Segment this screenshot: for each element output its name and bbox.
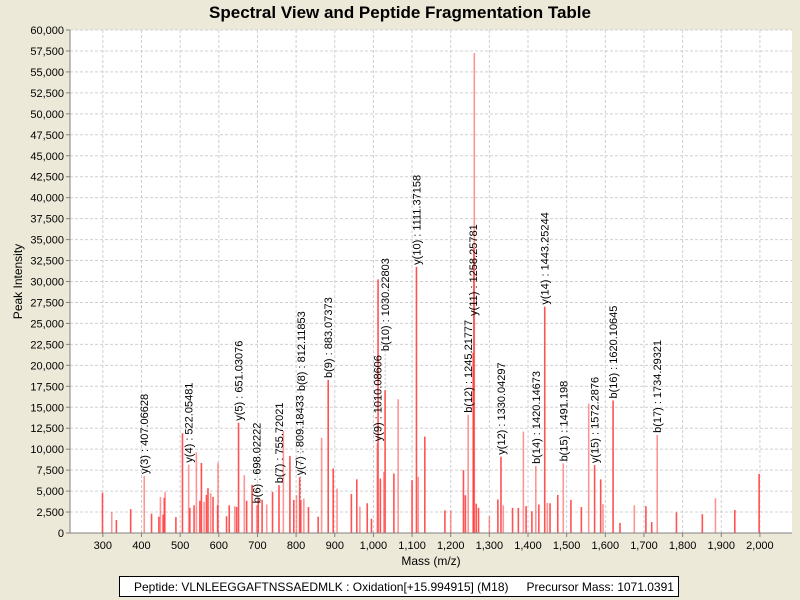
y-tick-label: 15,000 <box>30 402 64 414</box>
x-tick-label: 1,400 <box>514 540 542 552</box>
peak-annotation: y(9) : 1010.08606 <box>372 355 384 441</box>
y-tick-label: 52,500 <box>30 88 64 100</box>
y-tick-label: 20,000 <box>30 360 64 372</box>
y-tick-label: 5,000 <box>36 486 64 498</box>
y-axis-label: Peak Intensity <box>11 244 25 319</box>
x-tick-label: 1,000 <box>360 540 388 552</box>
peak-annotation: y(12) : 1330.04297 <box>496 362 508 454</box>
x-tick-label: 600 <box>210 540 228 552</box>
peak-annotation: b(7) : 755.72021 <box>274 402 286 483</box>
peak-annotation: y(10) : 1111.37158 <box>411 175 423 265</box>
peak-annotation: b(12) : 1245.21777 <box>463 320 475 413</box>
x-axis-label: Mass (m/z) <box>401 554 460 568</box>
y-tick-label: 25,000 <box>30 318 64 330</box>
y-tick-label: 0 <box>58 528 64 540</box>
peak-annotation: b(15) : 1491.198 <box>558 381 570 462</box>
peak-annotation: b(6) : 698.02222 <box>252 423 264 504</box>
peak-annotation: y(5) : 651.03076 <box>234 341 246 421</box>
x-tick-label: 300 <box>94 540 112 552</box>
precursor-mass-label: Precursor Mass: 1071.0391 <box>526 580 674 594</box>
y-tick-label: 55,000 <box>30 67 64 79</box>
x-tick-label: 1,600 <box>592 540 620 552</box>
x-tick-label: 1,700 <box>630 540 658 552</box>
y-tick-label: 12,500 <box>30 423 64 435</box>
y-tick-label: 40,000 <box>30 193 64 205</box>
x-tick-label: 1,500 <box>553 540 581 552</box>
peak-annotation: b(16) : 1620.10645 <box>608 306 620 399</box>
y-tick-label: 37,500 <box>30 214 64 226</box>
x-tick-label: 900 <box>326 540 344 552</box>
x-tick-label: 1,300 <box>476 540 504 552</box>
peak-annotation: y(11) : 1258.25781 <box>468 224 480 316</box>
peak-annotation: y(7) : 809.18433 <box>295 395 307 475</box>
peak-annotation: y(3) : 407.06628 <box>139 394 151 474</box>
peak-annotation: b(8) : 812.11853 <box>296 311 308 391</box>
y-tick-label: 27,500 <box>30 297 64 309</box>
peak-annotation: y(4) : 522.05481 <box>184 383 196 463</box>
x-tick-label: 1,100 <box>398 540 426 552</box>
x-tick-label: 700 <box>248 540 266 552</box>
y-tick-label: 22,500 <box>30 339 64 351</box>
y-tick-label: 45,000 <box>30 151 64 163</box>
peak-annotation: b(9) : 883.07373 <box>323 297 335 378</box>
peptide-label: Peptide: VLNLEEGGAFTNSSAEDMLK : Oxidatio… <box>134 580 509 594</box>
x-tick-label: 500 <box>171 540 189 552</box>
x-tick-label: 1,800 <box>669 540 697 552</box>
peak-annotation: y(14) : 1443.25244 <box>540 212 552 304</box>
y-tick-label: 2,500 <box>36 507 64 519</box>
peak-annotation: b(14) : 1420.14673 <box>531 371 543 464</box>
peak-annotation: b(10) : 1030.22803 <box>380 258 392 351</box>
y-tick-label: 60,000 <box>30 25 64 37</box>
y-tick-label: 10,000 <box>30 444 64 456</box>
x-tick-label: 400 <box>132 540 150 552</box>
x-tick-label: 2,000 <box>746 540 774 552</box>
y-tick-label: 35,000 <box>30 235 64 247</box>
x-tick-label: 1,200 <box>437 540 465 552</box>
peak-annotation: b(17) : 1734.29321 <box>652 340 664 433</box>
x-tick-label: 1,900 <box>708 540 736 552</box>
x-tick-label: 800 <box>287 540 305 552</box>
y-tick-label: 17,500 <box>30 381 64 393</box>
y-tick-label: 7,500 <box>36 465 64 477</box>
y-tick-label: 57,500 <box>30 46 64 58</box>
y-tick-label: 50,000 <box>30 109 64 121</box>
y-tick-label: 30,000 <box>30 277 64 289</box>
legend-box: Peptide: VLNLEEGGAFTNSSAEDMLK : Oxidatio… <box>119 576 679 597</box>
y-tick-label: 47,500 <box>30 130 64 142</box>
chart-title: Spectral View and Peptide Fragmentation … <box>209 3 591 22</box>
y-tick-label: 32,500 <box>30 256 64 268</box>
y-tick-label: 42,500 <box>30 172 64 184</box>
peak-annotation: y(15) : 1572.2876 <box>590 377 602 463</box>
